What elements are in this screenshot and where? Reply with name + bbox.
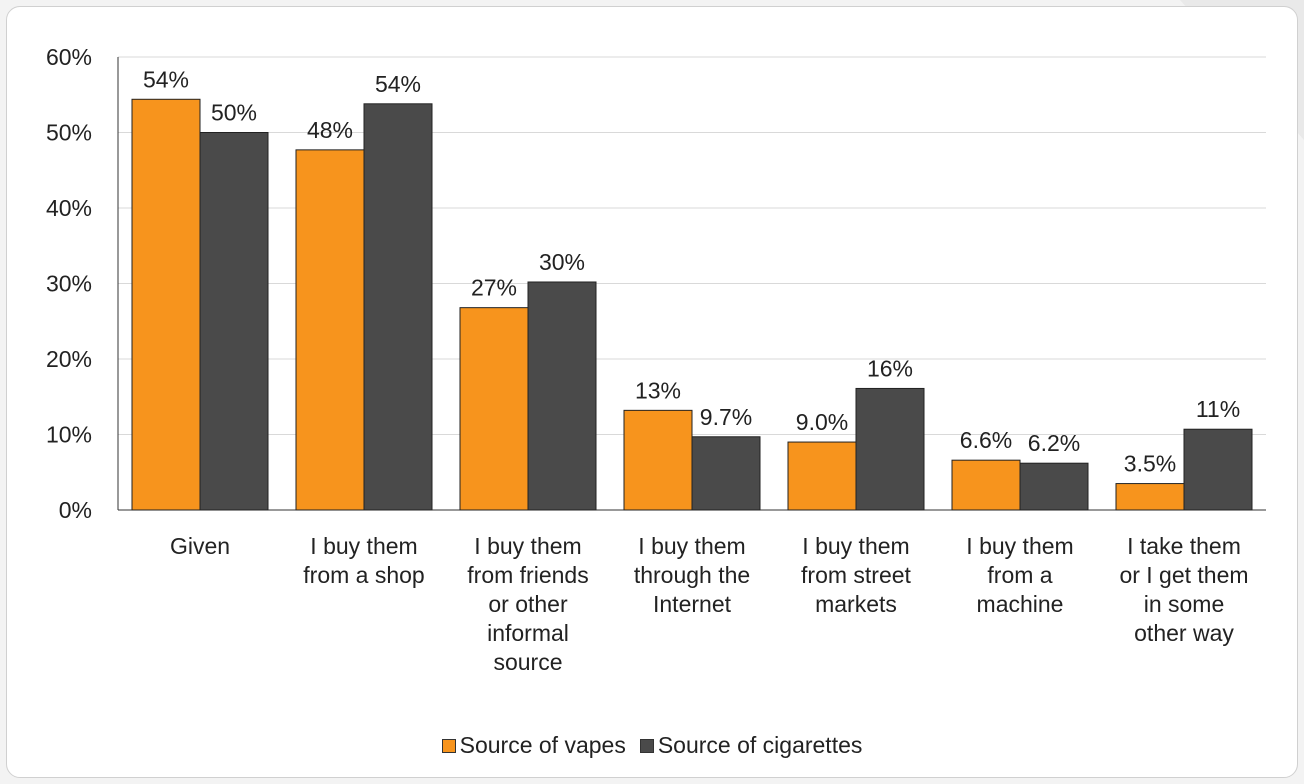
data-label: 50% xyxy=(211,100,257,126)
legend: Source of vapes Source of cigarettes xyxy=(0,732,1304,759)
x-tick-label-line: I buy them xyxy=(966,533,1073,559)
x-tick-label: I buy them from a machine xyxy=(966,533,1073,617)
data-label: 11% xyxy=(1196,396,1240,422)
bar xyxy=(691,436,761,511)
data-label: 48% xyxy=(307,117,353,143)
x-tick-label: I buy them from a shop xyxy=(303,533,424,588)
data-label: 16% xyxy=(867,355,913,381)
x-tick-label-line: or other xyxy=(488,591,568,617)
legend-item-cigarettes: Source of cigarettes xyxy=(639,732,863,759)
data-label: 30% xyxy=(539,249,585,275)
bar xyxy=(1183,428,1253,511)
x-tick-label: I buy them from street markets xyxy=(801,533,912,617)
y-tick-label: 50% xyxy=(46,120,92,146)
x-tick-label-line: I buy them xyxy=(802,533,909,559)
legend-label-cigarettes: Source of cigarettes xyxy=(657,732,863,758)
data-label: 13% xyxy=(635,377,681,403)
bar xyxy=(295,149,365,511)
y-tick-label: 0% xyxy=(59,497,92,523)
bar xyxy=(787,441,857,511)
legend-label-vapes: Source of vapes xyxy=(459,732,626,758)
legend-item-vapes: Source of vapes xyxy=(441,732,626,759)
bar xyxy=(527,281,597,511)
bar xyxy=(1019,462,1089,511)
x-tick-label-line: other way xyxy=(1134,620,1234,646)
x-tick-label-line: I buy them xyxy=(474,533,581,559)
data-label: 9.7% xyxy=(700,404,752,430)
x-tick-label-line: Internet xyxy=(653,591,732,617)
bar xyxy=(459,307,529,511)
bar xyxy=(951,459,1021,511)
bar xyxy=(855,387,925,511)
x-tick-label-line: from friends xyxy=(467,562,588,588)
data-label: 6.6% xyxy=(960,427,1012,453)
x-tick-label-line: from a shop xyxy=(303,562,424,588)
x-tick-label: I take them or I get them in some other way xyxy=(1119,533,1248,646)
data-label: 9.0% xyxy=(796,409,848,435)
x-tick-label-line: source xyxy=(493,649,562,675)
y-tick-label: 10% xyxy=(46,422,92,448)
x-tick-label-line: Given xyxy=(170,533,230,559)
x-tick-label-line: markets xyxy=(815,591,897,617)
y-tick-label: 30% xyxy=(46,271,92,297)
bar xyxy=(199,132,269,511)
x-tick-label-line: through the xyxy=(634,562,750,588)
data-label: 54% xyxy=(143,66,189,92)
x-tick-label-line: I buy them xyxy=(638,533,745,559)
x-tick-label-line: from a xyxy=(987,562,1052,588)
x-tick-label: Given xyxy=(170,533,230,559)
data-label: 27% xyxy=(471,275,517,301)
x-tick-label-line: I take them xyxy=(1127,533,1241,559)
y-tick-label: 40% xyxy=(46,195,92,221)
x-tick-label-line: informal xyxy=(487,620,569,646)
x-tick-label-line: from street xyxy=(801,562,912,588)
bar xyxy=(363,103,433,511)
x-tick-label-line: I buy them xyxy=(310,533,417,559)
bar xyxy=(1115,483,1185,511)
bar xyxy=(623,409,693,511)
x-tick-label-line: machine xyxy=(977,591,1064,617)
data-label: 3.5% xyxy=(1124,451,1176,477)
data-label: 6.2% xyxy=(1028,430,1080,456)
x-tick-label-line: in some xyxy=(1144,591,1225,617)
legend-swatch-vapes xyxy=(441,738,456,753)
x-tick-label-line: or I get them xyxy=(1119,562,1248,588)
data-label: 54% xyxy=(375,71,421,97)
bar xyxy=(131,98,201,511)
x-tick-label: I buy them through the Internet xyxy=(634,533,750,617)
legend-swatch-cigarettes xyxy=(639,738,654,753)
y-tick-label: 60% xyxy=(46,44,92,70)
x-tick-label: I buy them from friends or other informal so… xyxy=(467,533,588,675)
y-tick-label: 20% xyxy=(46,346,92,372)
